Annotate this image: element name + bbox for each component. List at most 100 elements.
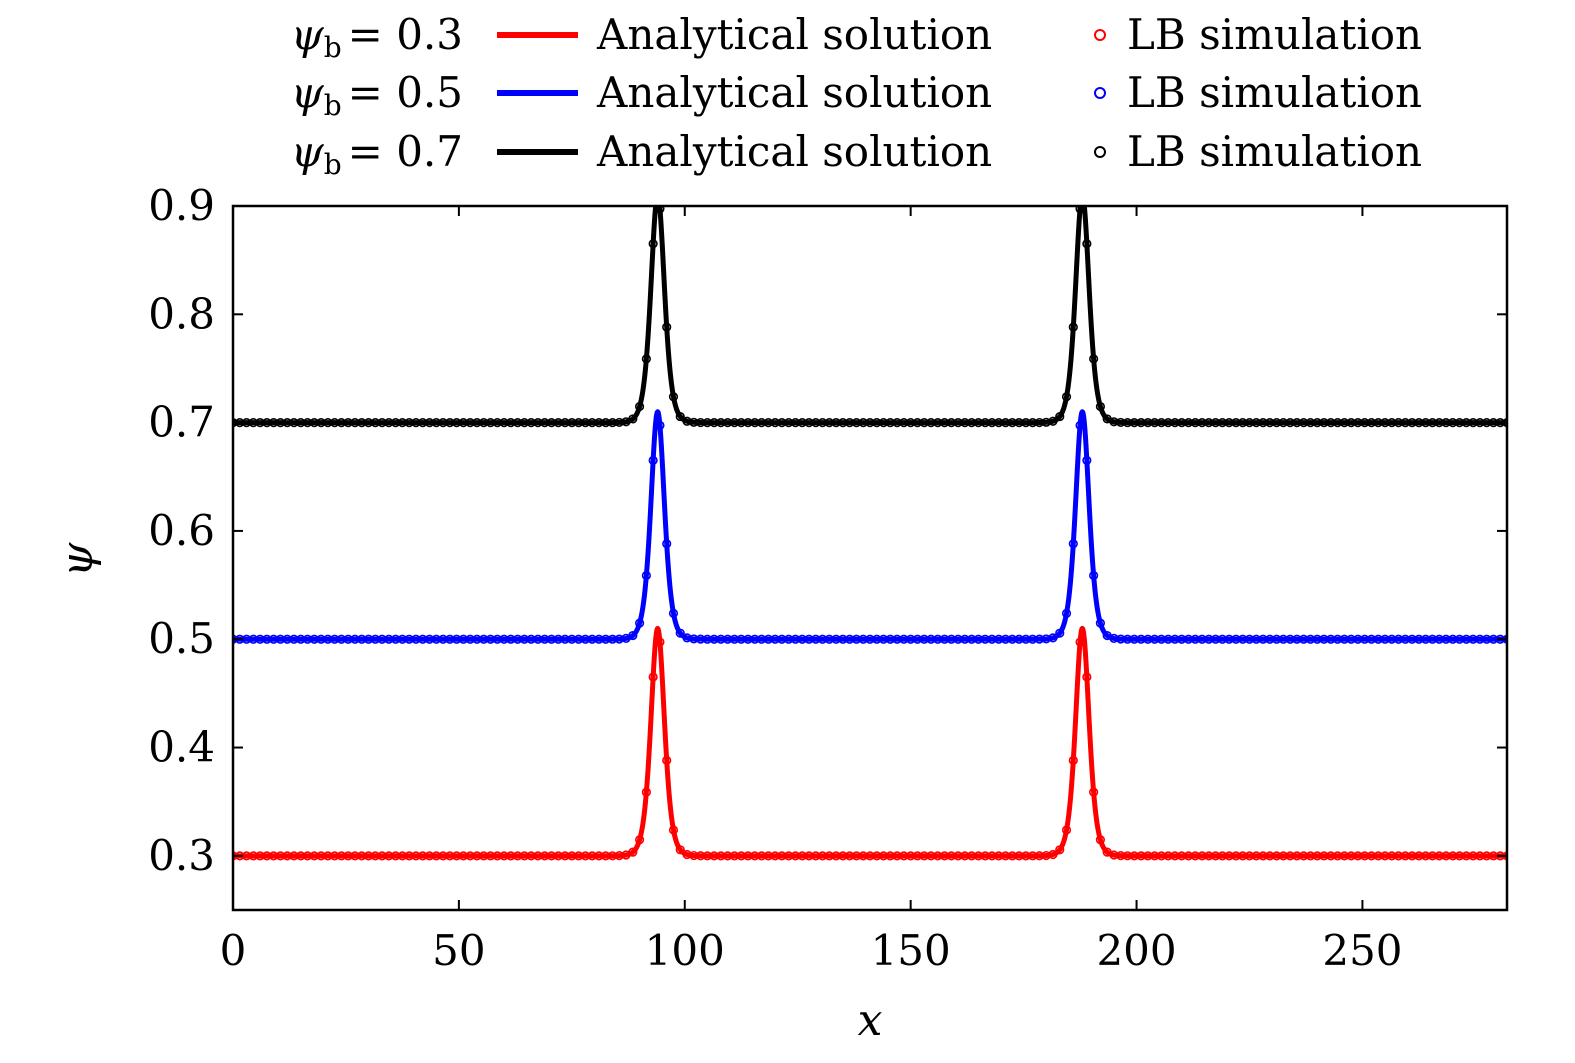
lb-marker — [1265, 634, 1275, 644]
lb-marker — [865, 851, 875, 861]
lb-marker — [1150, 418, 1160, 428]
lb-marker — [323, 634, 333, 644]
lb-marker — [587, 634, 597, 644]
lb-marker — [472, 851, 482, 861]
lb-marker — [702, 634, 712, 644]
lb-marker — [845, 418, 855, 428]
lb-marker — [465, 418, 475, 428]
legend-row: ψb = 0.7 Analytical solution LB simulation — [291, 127, 1422, 181]
series-group — [233, 409, 1507, 644]
lb-marker — [343, 418, 353, 428]
lb-marker — [1082, 455, 1092, 465]
lb-marker — [824, 634, 834, 644]
lb-marker — [404, 851, 414, 861]
lb-marker — [885, 634, 895, 644]
lb-marker — [546, 418, 557, 428]
lb-marker — [967, 418, 977, 428]
legend-eq: = 0.7 — [348, 127, 463, 176]
lb-marker — [424, 418, 435, 428]
lb-marker — [485, 851, 496, 861]
lb-marker — [804, 634, 814, 644]
lb-marker — [323, 851, 333, 861]
lb-marker — [851, 634, 862, 644]
lb-marker — [906, 851, 916, 861]
lb-marker — [1475, 418, 1485, 428]
lb-marker — [784, 418, 794, 428]
lb-marker — [384, 634, 394, 644]
lb-marker — [1034, 851, 1045, 861]
lb-marker — [513, 418, 523, 428]
lb-marker — [607, 417, 618, 428]
lb-marker — [797, 634, 807, 644]
lb-marker — [1360, 418, 1370, 428]
lb-marker — [1129, 634, 1139, 644]
lb-marker — [1177, 851, 1187, 861]
lb-marker — [601, 634, 611, 644]
lb-marker — [919, 634, 929, 644]
lb-marker — [939, 634, 950, 644]
lb-marker — [587, 851, 597, 861]
lb-marker — [404, 634, 414, 644]
lb-marker — [485, 418, 496, 428]
lb-marker — [492, 634, 502, 644]
lb-marker — [1177, 634, 1187, 644]
lb-marker — [1434, 418, 1444, 428]
lb-marker — [634, 618, 645, 628]
lb-marker — [594, 851, 604, 861]
legend-series-label: ψb = 0.5 — [291, 68, 463, 122]
lb-marker — [1082, 239, 1092, 249]
lb-marker — [607, 851, 618, 861]
lb-marker — [892, 634, 902, 644]
lb-marker — [574, 851, 584, 861]
lb-marker — [343, 851, 353, 861]
lb-marker — [1332, 418, 1343, 428]
lb-marker — [309, 634, 319, 644]
legend-line-label: Analytical solution — [596, 10, 992, 59]
lb-marker — [1407, 418, 1417, 428]
lb-marker — [736, 851, 746, 861]
lb-marker — [363, 418, 374, 428]
lb-marker — [817, 418, 828, 428]
lb-marker — [797, 851, 807, 861]
lb-marker — [1305, 418, 1316, 428]
lb-marker — [1407, 851, 1417, 861]
lb-marker — [485, 634, 496, 644]
lb-marker — [1299, 851, 1309, 861]
lb-marker — [1231, 418, 1241, 428]
lb-marker — [255, 418, 265, 428]
y-axis: 0.3 0.4 0.5 0.6 0.7 0.8 0.9 — [148, 181, 1507, 880]
legend-line-label: Analytical solution — [596, 127, 992, 176]
lb-marker — [336, 634, 347, 644]
lb-marker — [492, 418, 502, 428]
lb-marker — [831, 418, 841, 428]
lb-marker — [736, 634, 746, 644]
lb-marker — [933, 418, 943, 428]
lb-marker — [675, 628, 685, 638]
lb-marker — [770, 851, 780, 861]
lb-marker — [1461, 418, 1471, 428]
lb-marker — [1387, 634, 1397, 644]
lb-marker — [1183, 418, 1194, 428]
lb-marker — [1163, 851, 1173, 861]
lb-marker — [899, 418, 909, 428]
lb-marker — [743, 851, 753, 861]
lb-marker — [1034, 634, 1045, 644]
lb-marker — [912, 634, 923, 644]
lb-marker — [1346, 418, 1356, 428]
lb-marker — [1482, 851, 1492, 861]
lb-marker — [1271, 634, 1282, 644]
lb-marker — [1055, 845, 1065, 855]
lb-marker — [1251, 851, 1261, 861]
lb-marker — [1441, 851, 1451, 861]
lb-marker — [973, 634, 984, 644]
lb-marker — [926, 634, 936, 644]
lb-marker — [1475, 634, 1485, 644]
lb-marker — [689, 850, 699, 861]
lb-marker — [1434, 851, 1444, 861]
legend-psi-sub: b — [324, 148, 342, 181]
lb-marker — [513, 634, 523, 644]
y-tick-label: 0.5 — [148, 614, 215, 663]
lb-marker — [1028, 418, 1038, 428]
lb-marker — [872, 418, 882, 428]
